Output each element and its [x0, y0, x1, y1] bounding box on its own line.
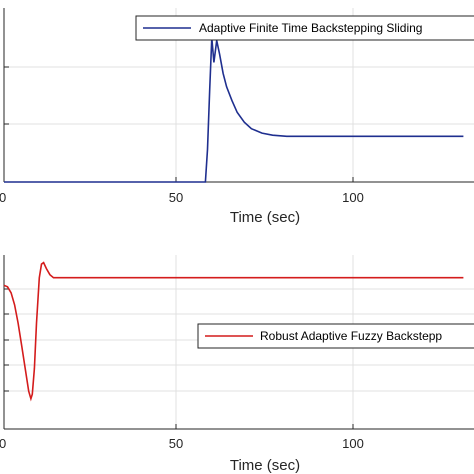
top-legend-box [135, 15, 474, 41]
bottom-series-line [3, 261, 464, 402]
bottom-legend-label: Robust Adaptive Fuzzy Backstepp [260, 329, 442, 343]
top-x-axis-label: Time (sec) [230, 209, 300, 226]
top-legend-label: Adaptive Finite Time Backstepping Slidin… [199, 21, 422, 35]
bottom-axes [3, 255, 474, 430]
top-legend: Adaptive Finite Time Backstepping Slidin… [135, 15, 474, 41]
bottom-legend: Robust Adaptive Fuzzy Backstepp [197, 323, 474, 349]
bottom-plot: 0 50 100 Time (sec) Robust Adaptive Fuzz… [0, 255, 474, 474]
top-series-line [4, 37, 464, 183]
bottom-x-axis-label: Time (sec) [230, 457, 300, 474]
bottom-xtick-label-100: 100 [342, 436, 364, 451]
bottom-xtick-label-50: 50 [169, 436, 183, 451]
bottom-xtick-label-0: 0 [0, 436, 6, 451]
top-plot: 0 50 100 Time (sec) Adaptive Finite Time… [0, 8, 474, 226]
top-xtick-label-50: 50 [169, 190, 183, 205]
top-xtick-label-0: 0 [0, 190, 6, 205]
top-xtick-label-100: 100 [342, 190, 364, 205]
